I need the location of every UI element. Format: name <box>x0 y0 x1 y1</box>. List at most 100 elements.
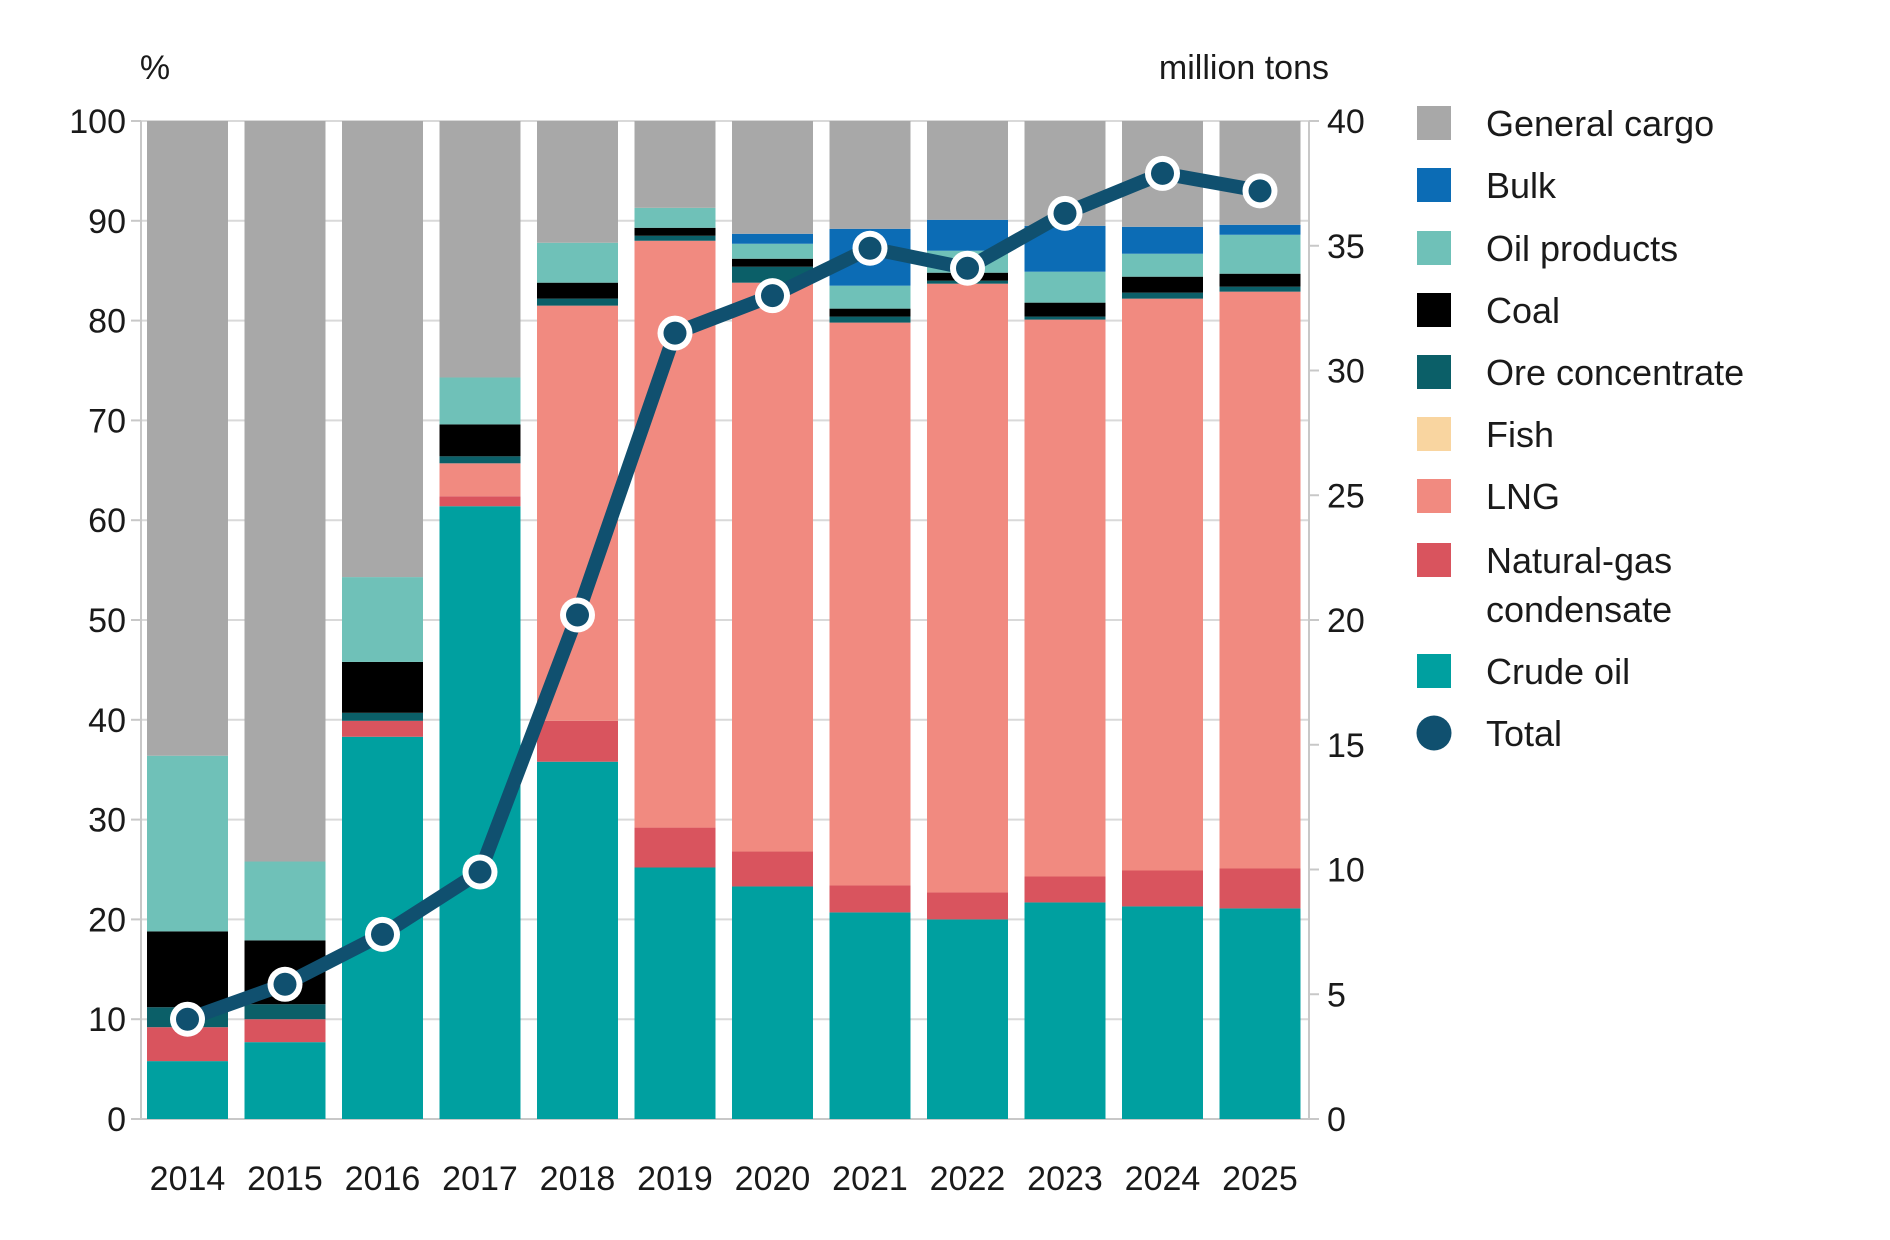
bar-segment-natural-gas-condensate <box>829 885 911 913</box>
right-axis-tick-label: 10 <box>1327 852 1365 890</box>
left-axis-tick-label: 90 <box>88 203 126 241</box>
legend-swatch-circle <box>1416 715 1452 751</box>
bar-segment-natural-gas-condensate <box>927 892 1008 920</box>
legend-label: Fish <box>1486 414 1554 455</box>
x-axis-year-label: 2015 <box>247 1160 323 1198</box>
bar-segment-lng <box>1024 319 1106 877</box>
bar-2019 <box>634 121 716 1119</box>
bar-segment-general-cargo <box>342 121 423 578</box>
bar-segment-lng <box>537 305 618 721</box>
bar-segment-bulk <box>1122 226 1203 254</box>
bar-segment-oil-products <box>342 577 423 662</box>
total-point-dot <box>371 922 394 946</box>
bar-segment-general-cargo <box>1219 121 1301 225</box>
legend-item-crude-oil: Crude oil <box>1417 651 1630 692</box>
total-point-dot <box>468 860 492 884</box>
bar-segment-coal <box>1122 276 1203 293</box>
x-axis-year-label: 2021 <box>832 1160 908 1198</box>
left-axis-tick-label: 50 <box>88 602 126 640</box>
bar-segment-natural-gas-condensate <box>732 851 813 887</box>
x-axis-year-label: 2018 <box>540 1160 616 1198</box>
bar-segment-general-cargo <box>147 121 228 756</box>
bar-segment-oil-products <box>634 207 716 228</box>
legend-label: Bulk <box>1486 165 1557 206</box>
bar-segment-ore-concentrate <box>1122 292 1203 299</box>
total-point-dot <box>1248 179 1272 203</box>
bar-segment-coal <box>537 282 618 299</box>
bar-segment-coal <box>634 227 716 236</box>
bar-segment-lng <box>1122 298 1203 871</box>
legend-item-general-cargo: General cargo <box>1417 103 1714 144</box>
legend-swatch <box>1417 543 1451 577</box>
bar-segment-coal <box>342 661 423 713</box>
bar-segment-general-cargo <box>439 121 521 378</box>
x-axis-year-label: 2020 <box>735 1160 811 1198</box>
bar-segment-oil-products <box>439 377 521 425</box>
legend: General cargo Bulk Oil products Coal Ore con… <box>1416 103 1744 754</box>
bar-segment-coal <box>829 308 911 317</box>
bar-segment-coal <box>1219 273 1301 287</box>
bar-segment-crude-oil <box>244 1042 326 1119</box>
legend-item-oil-products: Oil products <box>1417 228 1678 269</box>
left-axis-tick-label: 40 <box>88 702 126 740</box>
legend-label: Ore concentrate <box>1486 352 1744 393</box>
bar-segment-oil-products <box>1024 271 1106 303</box>
legend-item-bulk: Bulk <box>1417 165 1557 206</box>
right-axis-tick-label: 35 <box>1327 228 1365 266</box>
bar-2014 <box>147 121 228 1119</box>
bar-segment-coal <box>1024 302 1106 317</box>
bar-segment-ore-concentrate <box>1219 286 1301 292</box>
legend-swatch <box>1417 654 1451 688</box>
legend-swatch <box>1417 355 1451 389</box>
left-axis-tick-label: 100 <box>69 103 126 141</box>
x-axis-year-label: 2025 <box>1222 1160 1298 1198</box>
legend-swatch <box>1417 106 1451 140</box>
total-point-dot <box>566 603 589 627</box>
legend-item-coal: Coal <box>1417 290 1560 331</box>
bar-segment-crude-oil <box>1122 906 1203 1119</box>
total-point-dot <box>663 321 687 345</box>
legend-label: General cargo <box>1486 103 1714 144</box>
bar-2015 <box>244 121 326 1119</box>
bar-segment-crude-oil <box>829 912 911 1119</box>
bar-segment-crude-oil <box>147 1061 228 1119</box>
bar-segment-ore-concentrate <box>634 235 716 241</box>
bar-segment-general-cargo <box>927 121 1008 220</box>
bar-segment-natural-gas-condensate <box>1024 876 1106 903</box>
bar-segment-lng <box>732 282 813 852</box>
bar-segment-lng <box>829 322 911 886</box>
bar-segment-ore-concentrate <box>829 316 911 323</box>
right-axis-tick-label: 30 <box>1327 353 1365 391</box>
left-axis-tick-label: 70 <box>88 402 126 440</box>
bar-segment-ore-concentrate <box>537 298 618 306</box>
x-axis-year-label: 2017 <box>442 1160 518 1198</box>
legend-item-fish: Fish <box>1417 414 1554 455</box>
bar-segment-ore-concentrate <box>1024 316 1106 320</box>
x-axis-year-label: 2016 <box>345 1160 421 1198</box>
bar-segment-coal <box>732 258 813 267</box>
left-axis-tick-label: 80 <box>88 303 126 341</box>
bar-2024 <box>1122 121 1203 1119</box>
legend-label: Total <box>1486 713 1562 754</box>
total-line <box>170 155 1278 1037</box>
left-axis-tick-label: 60 <box>88 502 126 540</box>
bar-segment-general-cargo <box>829 121 911 229</box>
right-axis-tick-label: 5 <box>1327 976 1346 1014</box>
total-line-path <box>180 166 1267 1027</box>
x-axis-year-label: 2023 <box>1027 1160 1103 1198</box>
right-axis-tick-label: 0 <box>1327 1101 1346 1139</box>
legend-label: Crude oil <box>1486 651 1630 692</box>
left-axis-tick-label: 0 <box>107 1101 126 1139</box>
bar-segment-crude-oil <box>537 761 618 1119</box>
right-axis-tick-label: 40 <box>1327 103 1365 141</box>
bar-segment-natural-gas-condensate <box>244 1019 326 1043</box>
bar-segment-general-cargo <box>537 121 618 243</box>
bar-segment-crude-oil <box>927 919 1008 1119</box>
axes <box>131 120 1319 1120</box>
total-point-dot <box>761 284 784 308</box>
bar-2021 <box>829 121 911 1119</box>
x-axis-year-label: 2014 <box>150 1160 226 1198</box>
bar-segment-natural-gas-condensate <box>634 827 716 868</box>
bar-segment-coal <box>147 931 228 1008</box>
